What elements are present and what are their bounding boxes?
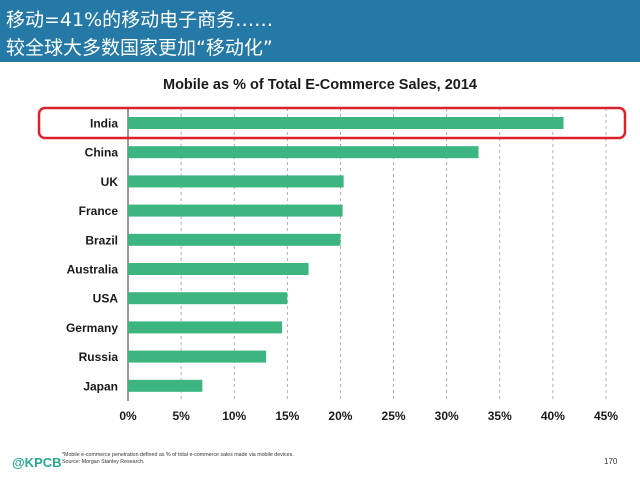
highlight-box [37, 106, 627, 140]
bar-uk [128, 175, 344, 188]
slide-title-line-1: 移动=41%的移动电子商务…… [6, 9, 274, 31]
x-tick-label: 35% [488, 409, 512, 423]
bars [128, 117, 564, 392]
x-tick-label: 25% [382, 409, 406, 423]
footnote-definition: *Mobile e-commerce penetration defined a… [62, 452, 294, 458]
kpcb-logo: @KPCB [12, 455, 62, 470]
category-label-usa: USA [93, 292, 119, 306]
bar-india [128, 117, 564, 129]
footnote-source: Source: Morgan Stanley Research. [62, 459, 145, 465]
bar-china [128, 146, 479, 159]
highlight-layer [37, 106, 627, 140]
x-tick-label: 0% [119, 409, 137, 423]
bar-usa [128, 292, 288, 305]
category-label-india: India [90, 117, 118, 131]
header-bar: 移动=41%的移动电子商务…… 较全球大多数国家更加“移动化” [0, 0, 640, 62]
bar-france [128, 204, 343, 217]
x-tick-label: 40% [541, 409, 565, 423]
x-tick-label: 20% [328, 409, 352, 423]
category-labels: India China UK France Brazil Australia USA Germ… [66, 117, 118, 394]
bar-japan [128, 379, 203, 392]
category-label-france: France [79, 204, 119, 218]
category-label-uk: UK [101, 175, 119, 189]
category-label-brazil: Brazil [85, 233, 118, 247]
x-tick-label: 45% [594, 409, 618, 423]
category-label-russia: Russia [79, 350, 119, 364]
x-tick-labels: 0% 5% 10% 15% 20% 25% 30% 35% 40% 45% [119, 409, 618, 423]
category-label-china: China [85, 146, 119, 160]
category-label-australia: Australia [67, 263, 119, 277]
chart-title: Mobile as % of Total E-Commerce Sales, 2… [162, 77, 477, 93]
x-tick-label: 15% [275, 409, 299, 423]
bar-germany [128, 321, 283, 334]
bar-russia [128, 350, 267, 363]
page-number: 170 [604, 457, 618, 466]
x-tick-label: 5% [172, 409, 190, 423]
category-label-japan: Japan [83, 379, 118, 393]
category-label-germany: Germany [66, 321, 118, 335]
slide-title-line-2: 较全球大多数国家更加“移动化” [6, 37, 273, 59]
x-tick-label: 10% [222, 409, 246, 423]
bar-australia [128, 263, 309, 275]
x-tick-label: 30% [435, 409, 459, 423]
bar-brazil [128, 233, 341, 246]
footnote: *Mobile e-commerce penetration defined a… [62, 452, 294, 466]
